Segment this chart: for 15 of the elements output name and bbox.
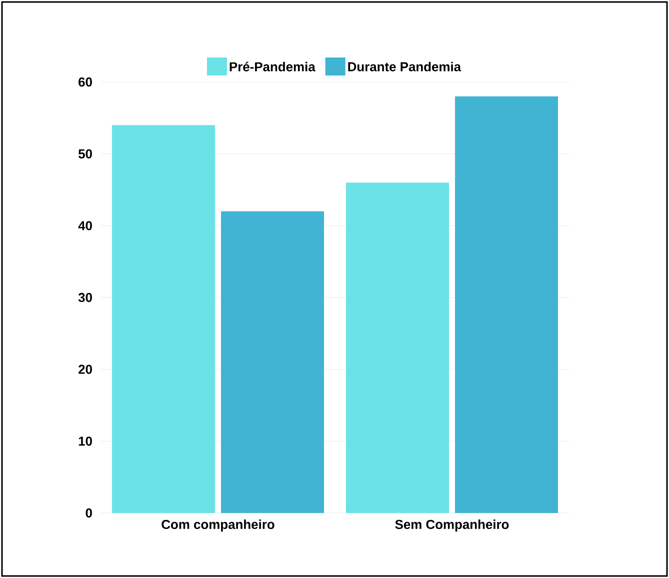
y-tick-label: 10 <box>78 436 92 446</box>
bar <box>455 96 558 513</box>
legend-label: Durante Pandemia <box>348 62 462 72</box>
bar <box>221 211 324 513</box>
y-tick-label: 30 <box>78 292 92 302</box>
y-tick-label: 50 <box>78 149 92 158</box>
y-tick-label: 60 <box>78 77 92 87</box>
bar <box>112 125 216 513</box>
y-tick-label: 20 <box>78 364 92 374</box>
legend-label: Pré-Pandemia <box>230 62 316 72</box>
x-tick-label: Com companheiro <box>162 520 274 532</box>
x-tick-label: Sem Companheiro <box>395 520 509 532</box>
y-tick-label: 40 <box>78 221 92 230</box>
bar <box>346 182 450 513</box>
y-tick-label: 0 <box>86 508 92 518</box>
